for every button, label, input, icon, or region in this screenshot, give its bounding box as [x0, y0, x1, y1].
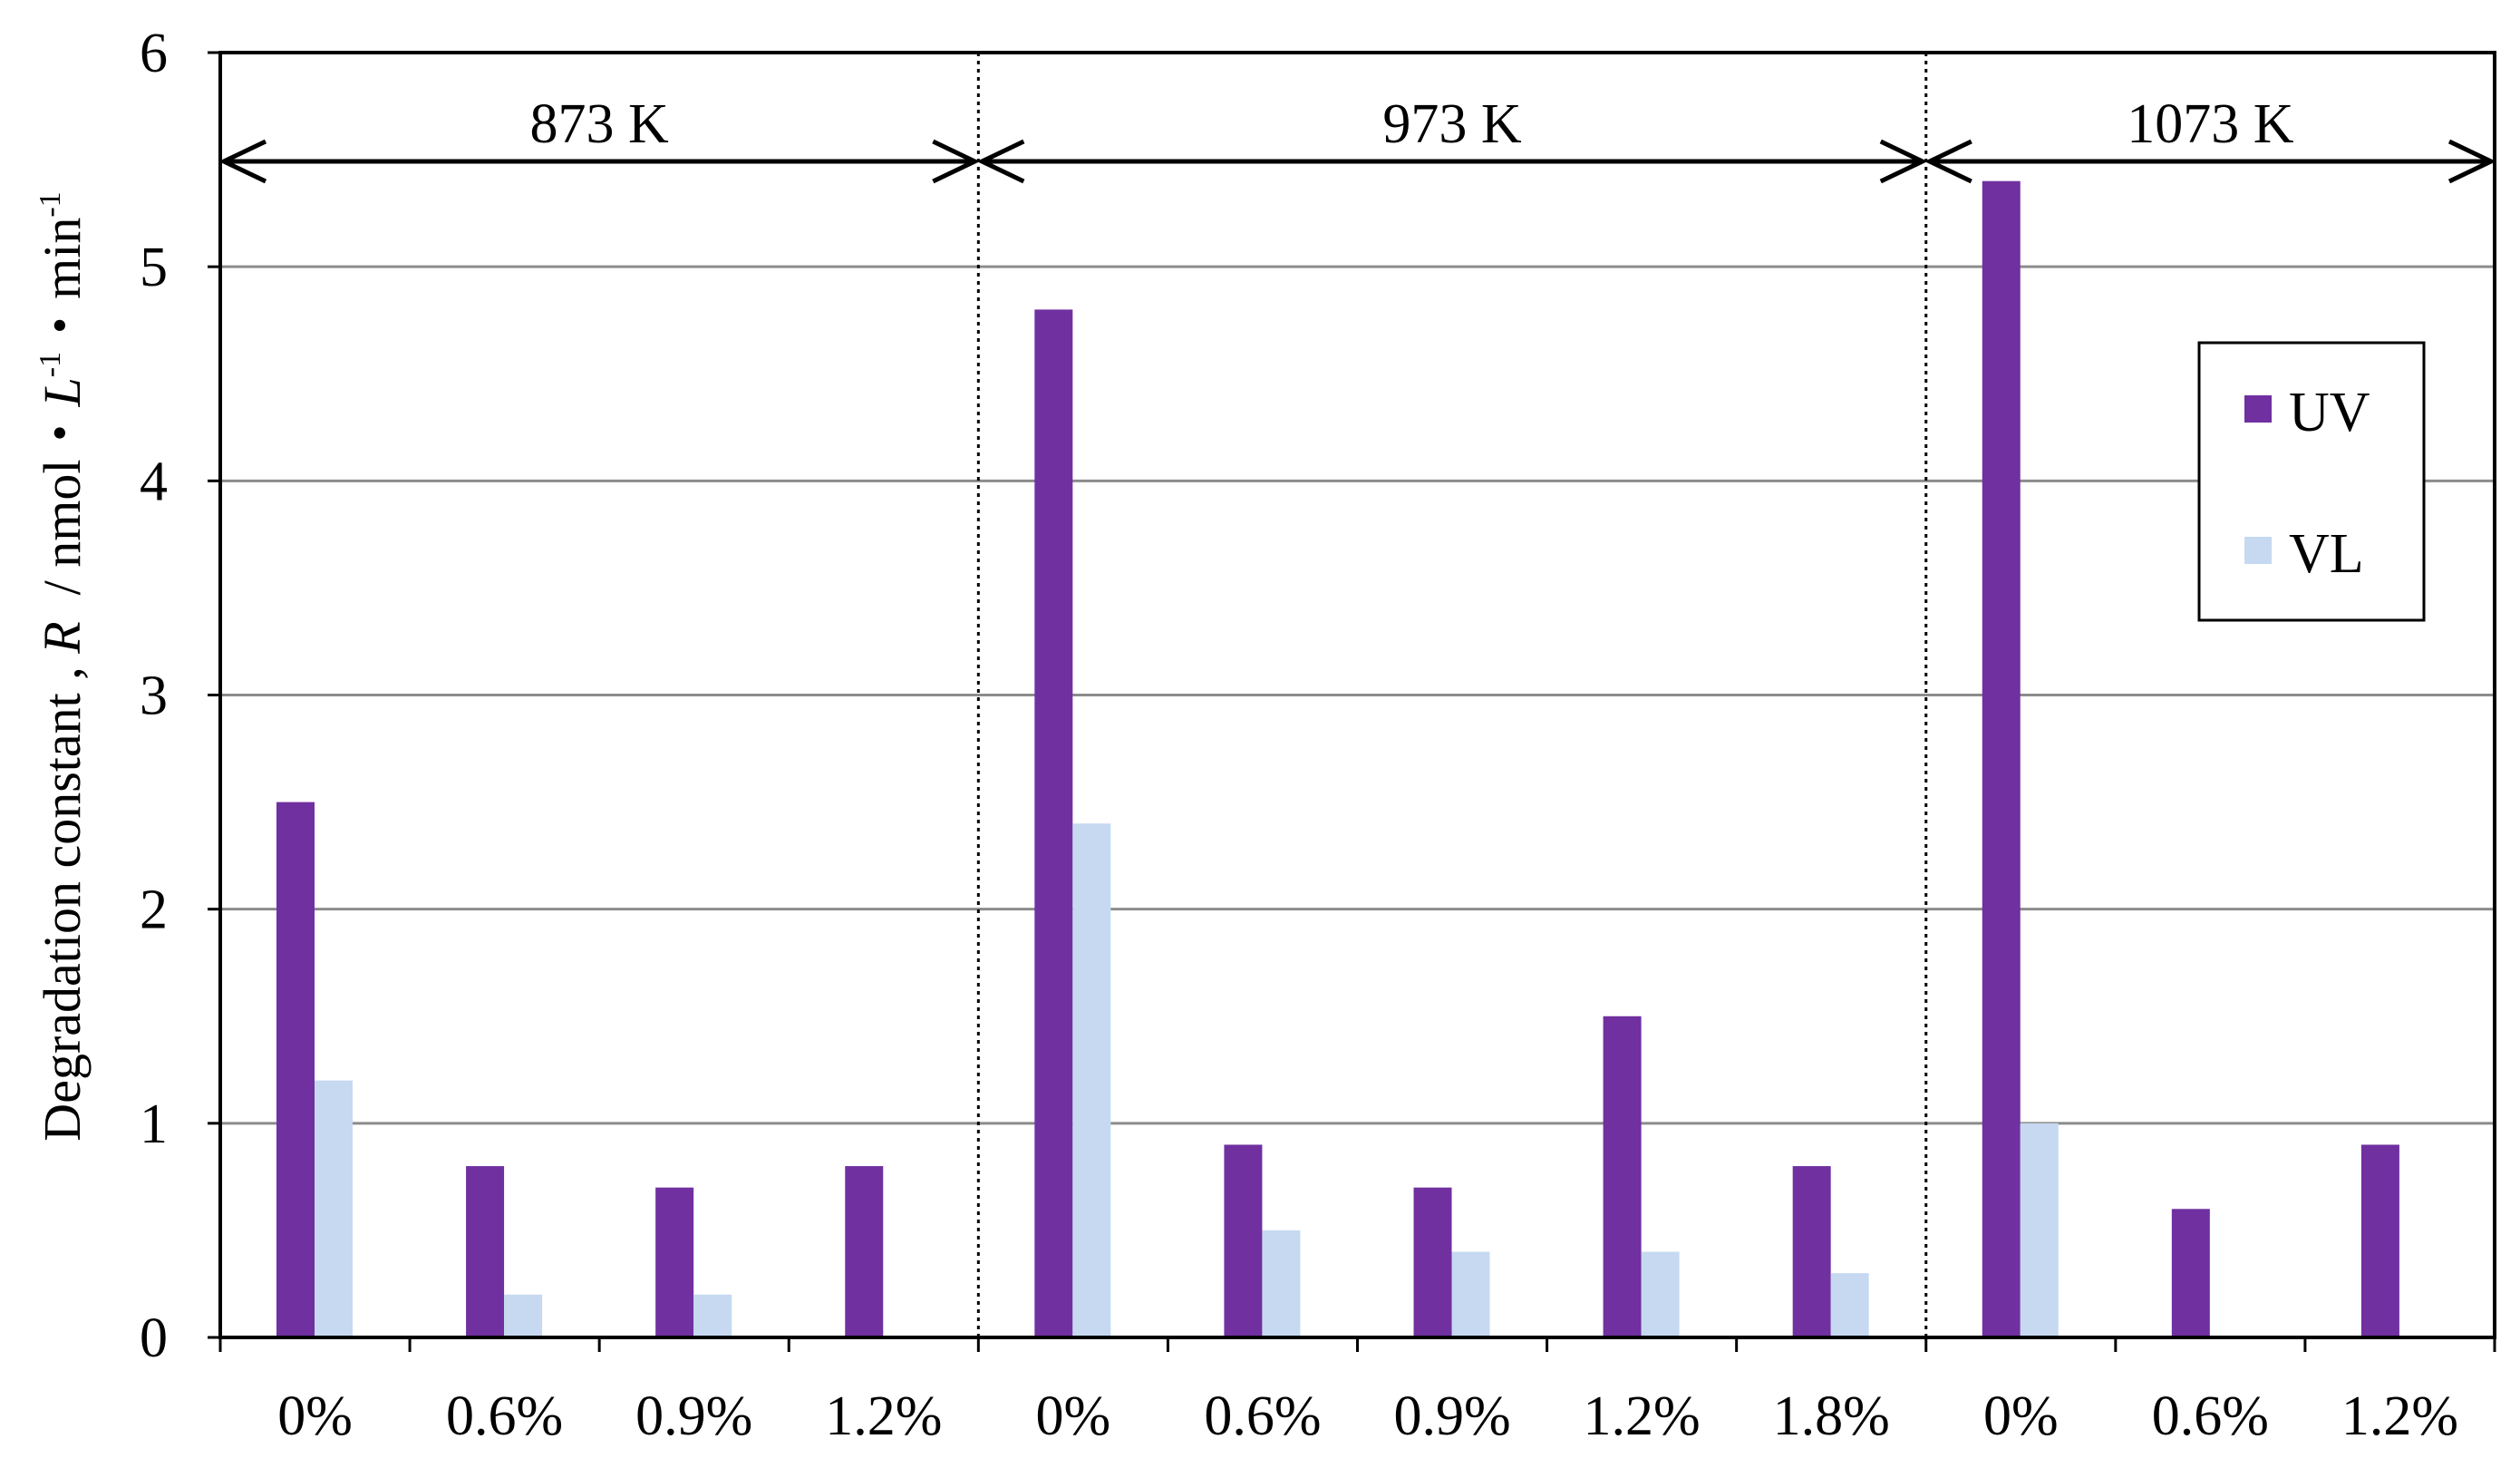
- y-tick-label: 4: [140, 451, 168, 512]
- x-tick-label: 0.9%: [1393, 1385, 1510, 1447]
- legend: UV VL: [2197, 341, 2426, 622]
- group-arrows: 873 K 973 K 1073 K: [218, 93, 2496, 184]
- y-tick-label: 6: [140, 23, 168, 84]
- legend-label-vl: VL: [2289, 523, 2364, 585]
- plot-frame: [208, 51, 2496, 1352]
- arrowhead-left: [1924, 139, 1972, 184]
- legend-swatch-vl: [2244, 537, 2272, 564]
- arrowhead-right: [1879, 139, 1928, 184]
- bar-vl: [1262, 1230, 1301, 1337]
- bar-vl: [2020, 1123, 2059, 1337]
- x-tick-label: 1.8%: [1773, 1385, 1890, 1447]
- bar-uv: [845, 1166, 884, 1337]
- legend-label-uv: UV: [2289, 382, 2370, 443]
- bar-uv: [2171, 1209, 2210, 1337]
- bar-vl: [1451, 1251, 1490, 1337]
- bar-uv: [1603, 1016, 1642, 1337]
- group-dividers: [976, 53, 1928, 1337]
- bar-vl: [1830, 1273, 1869, 1337]
- bars: [276, 180, 2399, 1338]
- arrowhead-left: [976, 139, 1025, 184]
- bar-uv: [1034, 309, 1073, 1337]
- bar-vl: [1641, 1251, 1680, 1337]
- gridlines: [220, 265, 2495, 1125]
- bar-uv: [466, 1166, 505, 1337]
- legend-box: [2197, 341, 2426, 622]
- group-label: 873 K: [530, 93, 670, 155]
- x-tick-label: 0.6%: [2152, 1385, 2269, 1447]
- arrowhead-right: [932, 139, 981, 184]
- x-tick-label: 1.2%: [2341, 1385, 2458, 1447]
- bar-uv: [1224, 1144, 1263, 1337]
- bar-uv: [1982, 180, 2021, 1338]
- bar-uv: [1792, 1166, 1831, 1337]
- bar-vl: [1072, 823, 1111, 1337]
- bar-vl: [693, 1294, 732, 1337]
- legend-swatch-uv: [2244, 395, 2272, 423]
- x-tick-label: 0%: [1983, 1385, 2059, 1447]
- y-axis-label: Degradation constant , R / nmol・L-1・min-…: [33, 191, 92, 1141]
- x-tick-label: 0.9%: [635, 1385, 752, 1447]
- bar-vl: [315, 1080, 353, 1337]
- y-tick-labels: 0 1 2 3 4 5 6: [140, 23, 168, 1369]
- x-tick-label: 1.2%: [825, 1385, 942, 1447]
- y-tick-label: 3: [140, 666, 168, 727]
- x-tick-label: 0%: [277, 1385, 353, 1447]
- arrowhead-right: [2447, 139, 2496, 184]
- x-tick-label: 0.6%: [446, 1385, 563, 1447]
- group-label: 973 K: [1382, 93, 1522, 155]
- x-tick-label: 0.6%: [1204, 1385, 1321, 1447]
- bar-uv: [2360, 1144, 2399, 1337]
- y-tick-label: 1: [140, 1094, 168, 1155]
- x-tick-label: 0%: [1036, 1385, 1111, 1447]
- y-tick-label: 2: [140, 880, 168, 941]
- group-label: 1073 K: [2127, 93, 2294, 155]
- bar-uv: [1413, 1187, 1452, 1337]
- y-tick-label: 0: [140, 1308, 168, 1369]
- bar-uv: [655, 1187, 694, 1337]
- arrowhead-left: [218, 139, 267, 184]
- y-tick-label: 5: [140, 237, 168, 298]
- x-tick-label: 1.2%: [1584, 1385, 1701, 1447]
- bar-vl: [504, 1294, 543, 1337]
- x-tick-labels: 0% 0.6% 0.9% 1.2% 0% 0.6% 0.9% 1.2% 1.8% 0% 0.6% 1.…: [277, 1385, 2458, 1447]
- bar-uv: [276, 802, 315, 1337]
